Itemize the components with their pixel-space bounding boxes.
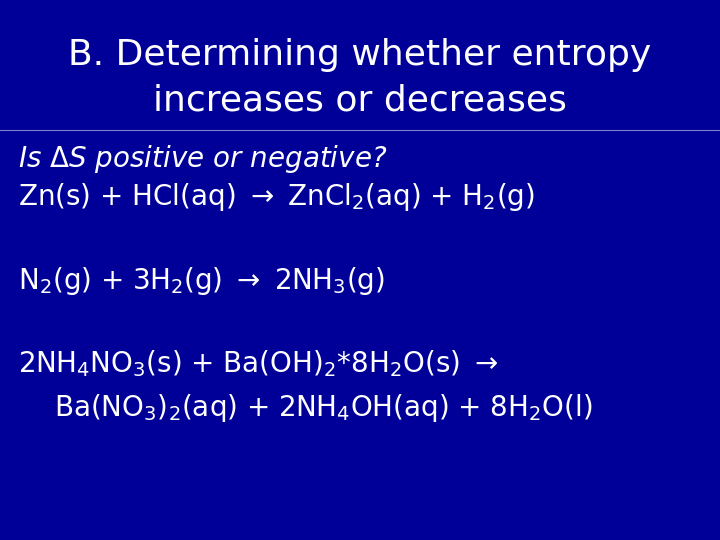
Text: 2NH$_4$NO$_3$(s) + Ba(OH)$_2$*8H$_2$O(s) $\rightarrow$: 2NH$_4$NO$_3$(s) + Ba(OH)$_2$*8H$_2$O(s)… [18, 348, 498, 379]
Text: Zn(s) + HCl(aq) $\rightarrow$ ZnCl$_2$(aq) + H$_2$(g): Zn(s) + HCl(aq) $\rightarrow$ ZnCl$_2$(a… [18, 181, 535, 213]
Text: B. Determining whether entropy: B. Determining whether entropy [68, 38, 652, 72]
Text: Is $\Delta$S positive or negative?: Is $\Delta$S positive or negative? [18, 143, 387, 175]
Text: increases or decreases: increases or decreases [153, 84, 567, 118]
Text: N$_2$(g) + 3H$_2$(g) $\rightarrow$ 2NH$_3$(g): N$_2$(g) + 3H$_2$(g) $\rightarrow$ 2NH$_… [18, 265, 384, 296]
Text: Ba(NO$_3$)$_2$(aq) + 2NH$_4$OH(aq) + 8H$_2$O(l): Ba(NO$_3$)$_2$(aq) + 2NH$_4$OH(aq) + 8H$… [54, 392, 593, 423]
